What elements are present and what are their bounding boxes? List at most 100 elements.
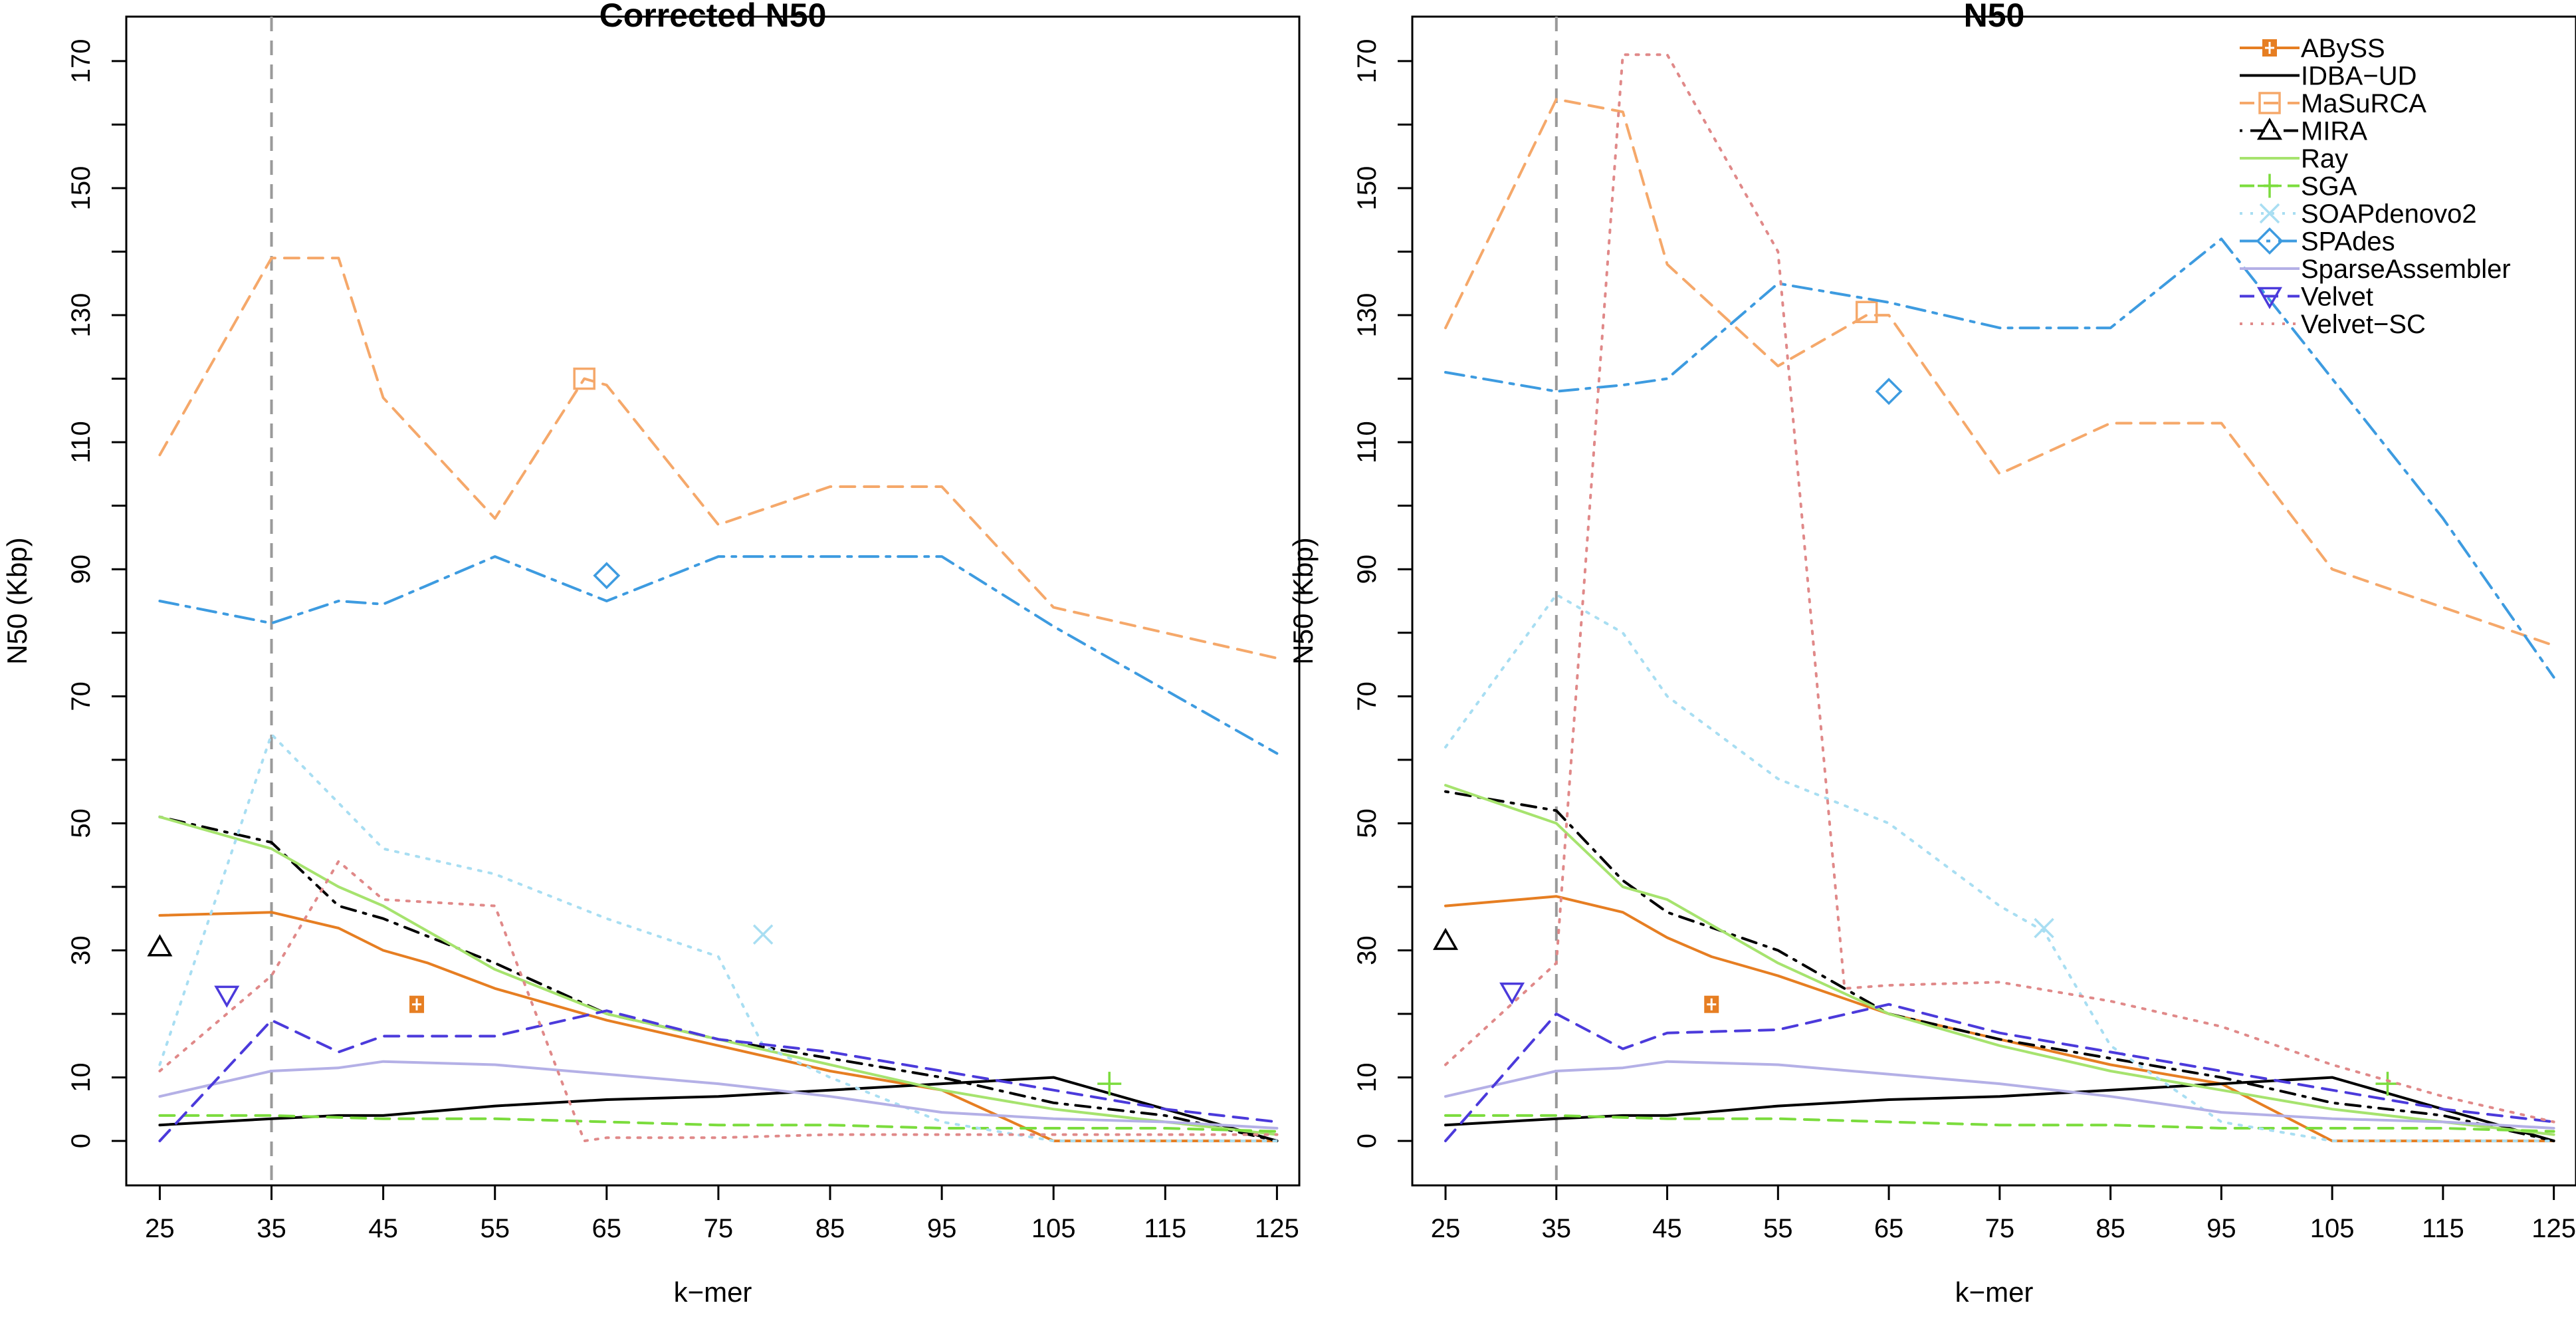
series-line-mira (1444, 790, 2555, 1143)
y-tick-label-170: 170 (66, 39, 96, 84)
series-soapdenovo2 (1444, 593, 2555, 1143)
series-masurca (1444, 98, 2555, 647)
chart-title: Corrected N50 (599, 0, 827, 34)
x-tick-label-95: 95 (927, 1214, 957, 1243)
legend-marker-sga (2258, 174, 2282, 198)
marker-sga (1097, 1072, 1122, 1096)
x-tick-label-25: 25 (1431, 1214, 1461, 1243)
series-line-sga (158, 1114, 1279, 1133)
legend-label-ray: Ray (2301, 144, 2348, 174)
marker-mira (147, 934, 173, 957)
series-sga (1444, 1072, 2555, 1133)
x-tick-label-95: 95 (2206, 1214, 2236, 1243)
chart-panel-n50: N50 25 35 45 55 65 75 85 95 105 115 125 0 10 30 50 70 90 1… (1287, 0, 2576, 1308)
legend-marker-masurca (2258, 92, 2281, 114)
x-tick-label-75: 75 (1985, 1214, 2015, 1243)
series-abyss (158, 911, 1279, 1143)
x-tick-label-35: 35 (1542, 1214, 1572, 1243)
legend-label-sparseassembler: SparseAssembler (2301, 255, 2511, 284)
series-velvet-sc (1444, 53, 2555, 1124)
series-line-spades (1444, 237, 2555, 679)
series-line-abyss (1444, 895, 2555, 1143)
y-tick-label-0: 0 (1352, 1134, 1382, 1148)
marker-sga (2375, 1072, 2400, 1096)
y-tick-label-10: 10 (66, 1062, 96, 1092)
marker-masurca (573, 367, 595, 390)
series-velvet-sc (158, 860, 1279, 1143)
marker-spades (1875, 378, 1903, 406)
y-tick-label-30: 30 (1352, 935, 1382, 965)
legend-label-idba-ud: IDBA−UD (2301, 62, 2417, 91)
series-line-masurca (1444, 98, 2555, 647)
series-line-idba-ud (1444, 1076, 2555, 1143)
series-line-velvet-sc (1444, 53, 2555, 1124)
x-tick-label-125: 125 (1255, 1214, 1299, 1243)
legend-label-sga: SGA (2301, 172, 2357, 201)
series-line-sparseassembler (158, 1060, 1279, 1130)
y-tick-label-150: 150 (1352, 166, 1382, 211)
series-line-ray (1444, 784, 2555, 1136)
series-line-sparseassembler (1444, 1060, 2555, 1130)
series-line-sga (1444, 1114, 2555, 1133)
x-tick-label-105: 105 (2310, 1214, 2355, 1243)
series-velvet (158, 985, 1279, 1143)
x-tick-label-115: 115 (2422, 1214, 2464, 1243)
x-tick-label-25: 25 (145, 1214, 175, 1243)
x-tick-label-65: 65 (592, 1214, 622, 1243)
x-tick-label-85: 85 (815, 1214, 845, 1243)
y-tick-label-110: 110 (1352, 421, 1382, 463)
series-mira (1433, 790, 2555, 1143)
series-idba-ud (1444, 1076, 2555, 1143)
series-spades (158, 555, 1279, 755)
marker-masurca (1855, 301, 1878, 324)
x-axis-label: k−mer (1955, 1276, 2034, 1308)
legend-label-velvet-sc: Velvet−SC (2301, 310, 2426, 339)
series-line-abyss (158, 911, 1279, 1143)
legend-label-abyss: ABySS (2301, 34, 2385, 63)
chart-panel-corrected-n50: Corrected N50 25 35 45 55 65 75 85 95 105 115 125 0 1… (1, 0, 1301, 1308)
x-tick-label-45: 45 (1652, 1214, 1682, 1243)
marker-velvet (1499, 982, 1525, 1005)
x-tick-label-125: 125 (2531, 1214, 2576, 1243)
marker-spades (593, 562, 621, 590)
series-line-velvet (158, 1009, 1279, 1143)
y-tick-label-130: 130 (1352, 293, 1382, 338)
legend-label-mira: MIRA (2301, 117, 2367, 146)
series-sparseassembler (158, 1060, 1279, 1130)
y-tick-label-130: 130 (66, 293, 96, 338)
y-tick-label-50: 50 (66, 808, 96, 838)
x-axis-label: k−mer (674, 1276, 752, 1308)
y-tick-label-50: 50 (1352, 808, 1382, 838)
series-line-soapdenovo2 (158, 733, 1279, 1143)
y-axis-label: N50 (Kbp) (1287, 537, 1319, 664)
series-sparseassembler (1444, 1060, 2555, 1130)
plot-area-border (1411, 15, 2576, 1187)
x-tick-label-85: 85 (2095, 1214, 2125, 1243)
series-spades (1444, 237, 2555, 679)
legend-label-spades: SPAdes (2301, 227, 2395, 257)
series-sga (158, 1072, 1279, 1133)
y-tick-label-10: 10 (1352, 1062, 1382, 1092)
marker-abyss-inner (1707, 998, 1717, 1011)
marker-soapdenovo2 (2034, 917, 2054, 939)
y-tick-label-90: 90 (66, 554, 96, 584)
series-masurca (158, 257, 1279, 660)
y-tick-label-170: 170 (1352, 39, 1382, 84)
legend-marker-soapdenovo2 (2259, 203, 2280, 224)
y-tick-label-110: 110 (66, 421, 96, 463)
legend-label-masurca: MaSuRCA (2301, 89, 2426, 118)
legend-label-velvet: Velvet (2301, 283, 2373, 312)
chart-title: N50 (1964, 0, 2025, 34)
y-tick-label-150: 150 (66, 166, 96, 211)
marker-mira (1433, 927, 1459, 950)
x-tick-label-55: 55 (1763, 1214, 1793, 1243)
x-tick-label-115: 115 (1144, 1214, 1186, 1243)
series-line-velvet (1444, 1003, 2555, 1143)
marker-abyss-inner (412, 998, 422, 1011)
plot-area-border (125, 15, 1301, 1187)
series-soapdenovo2 (158, 733, 1279, 1143)
legend: ABySSIDBA−UDMaSuRCAMIRARaySGASOAPdenovo2… (2240, 34, 2511, 339)
legend-marker-spades (2256, 227, 2284, 255)
